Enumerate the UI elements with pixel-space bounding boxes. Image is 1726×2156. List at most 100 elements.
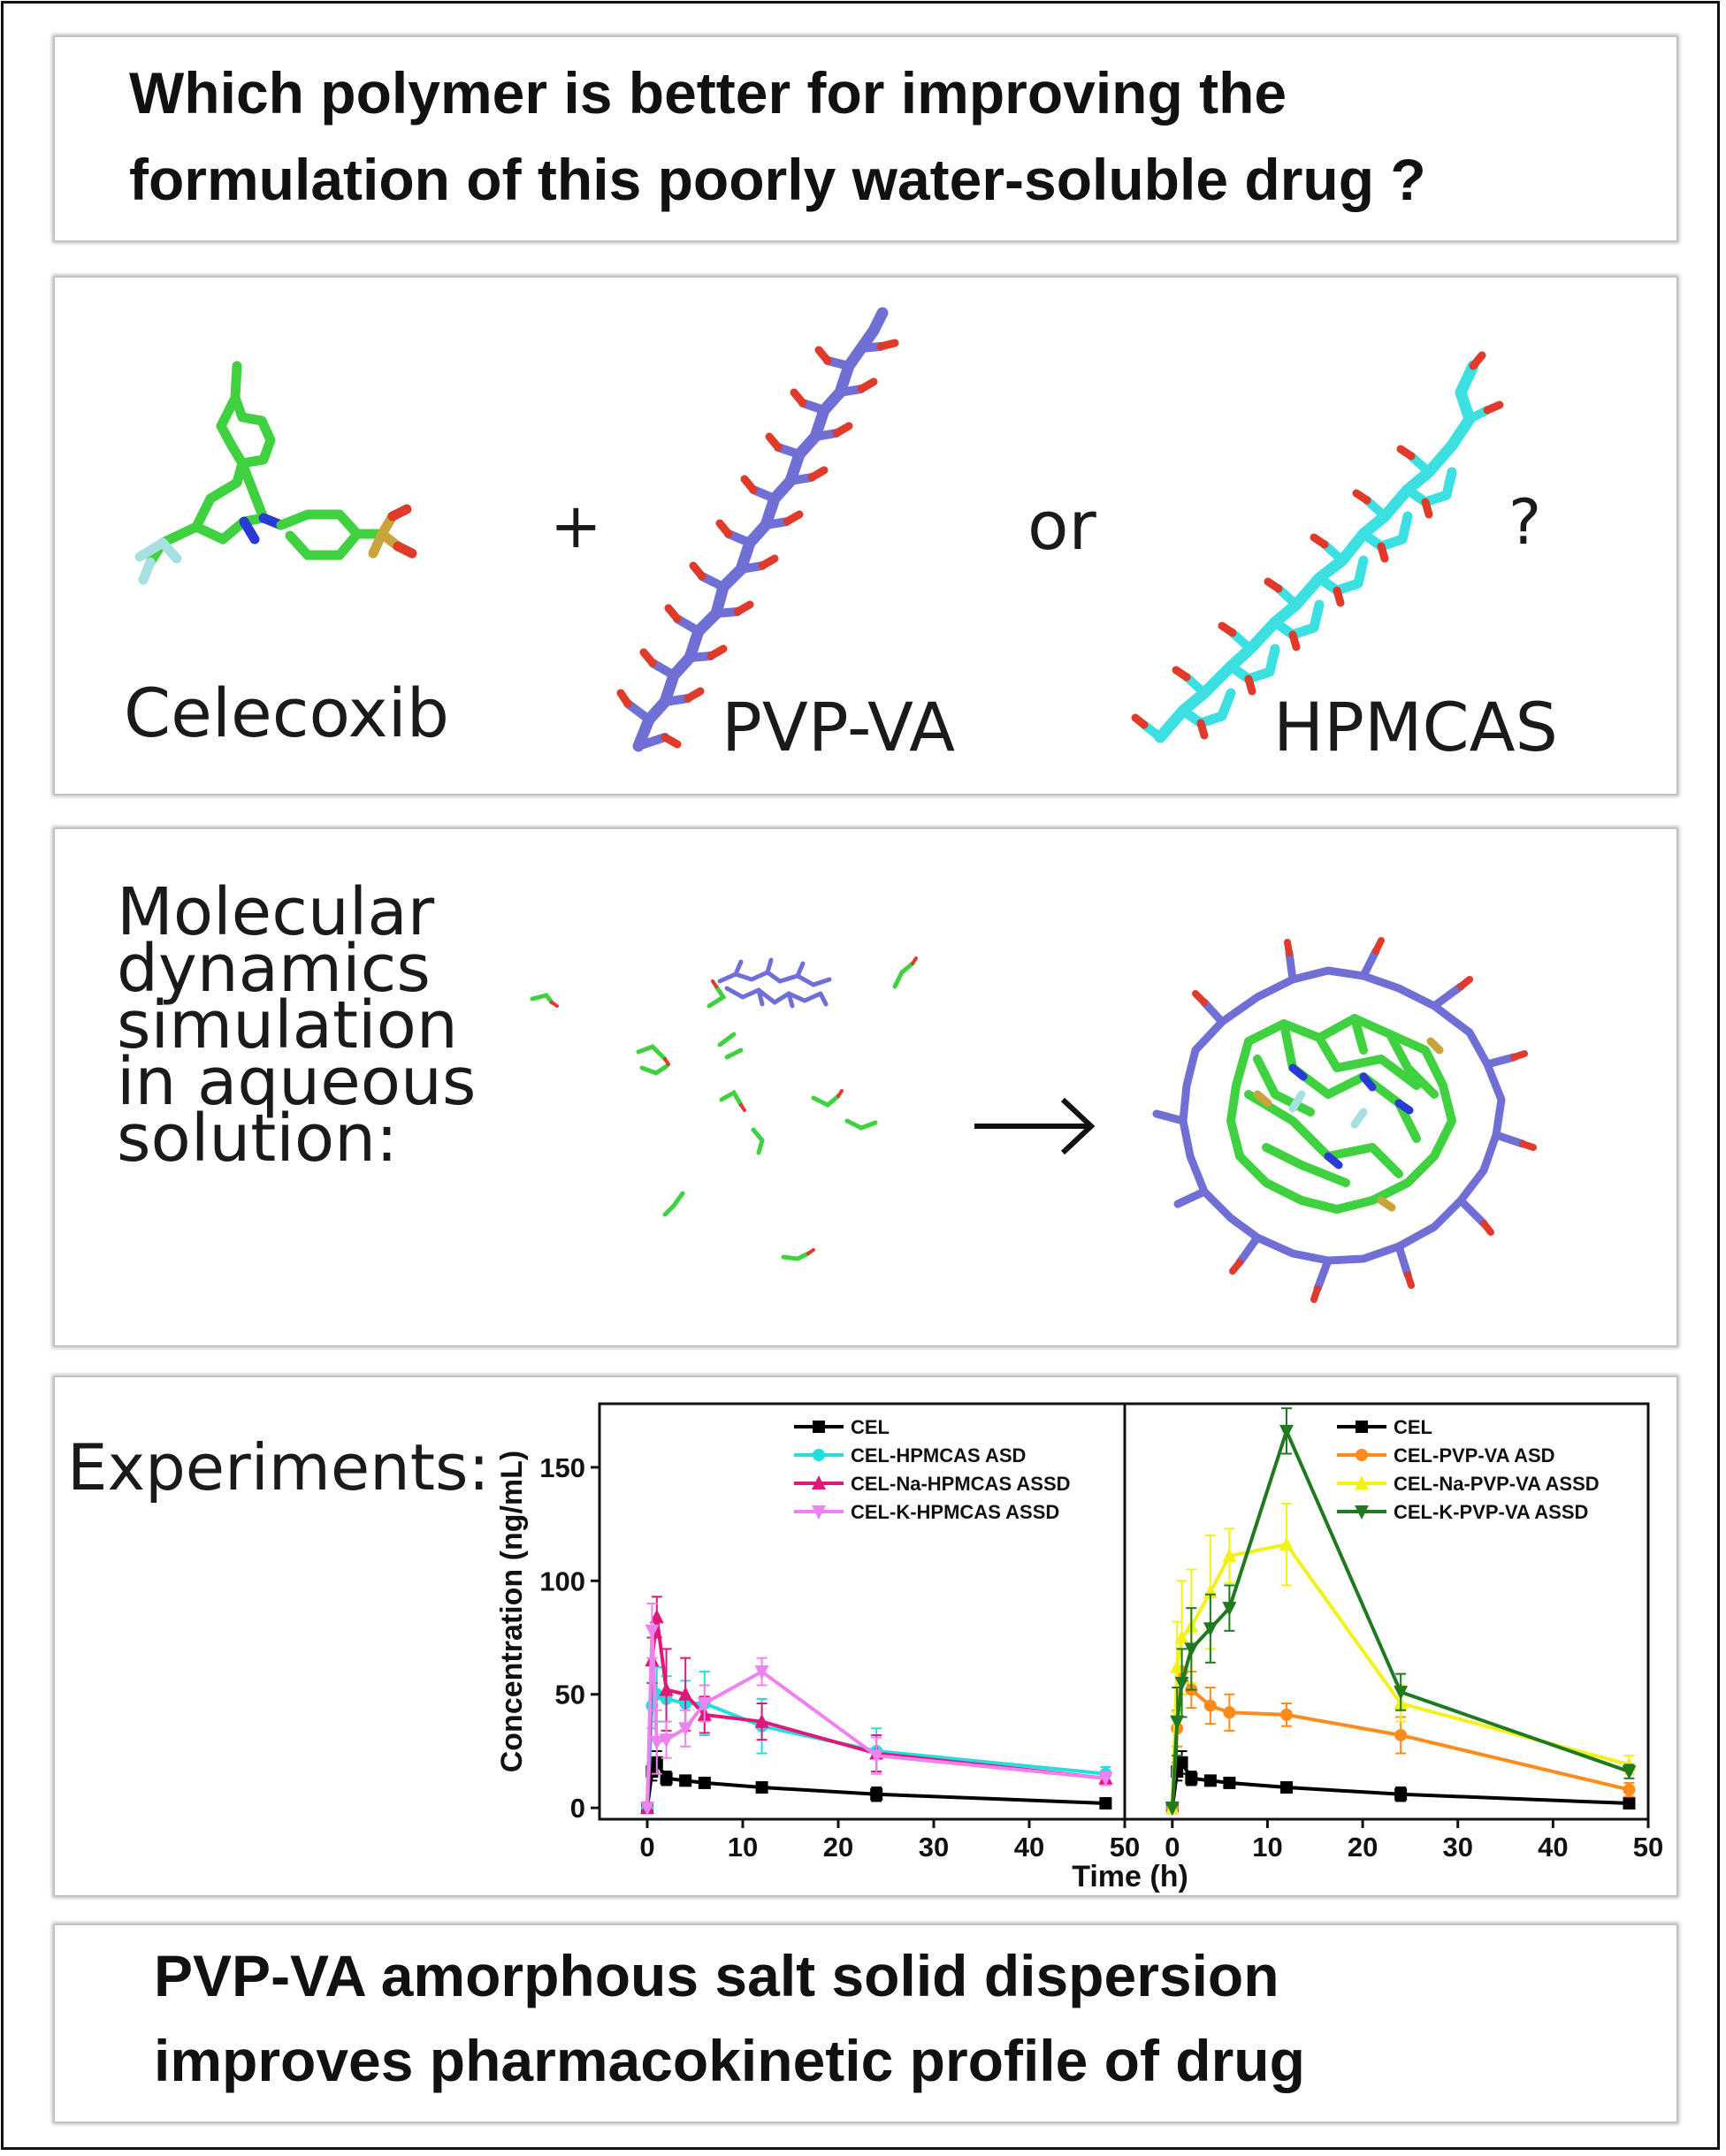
legend-label: CEL-HPMCAS ASD	[851, 1444, 1026, 1467]
legend-label: CEL-Na-PVP-VA ASSD	[1394, 1473, 1600, 1495]
data-point	[754, 1665, 769, 1680]
legend-label: CEL-K-HPMCAS ASSD	[851, 1501, 1059, 1523]
y-tick-label: 100	[539, 1566, 585, 1596]
data-point	[870, 1787, 883, 1801]
md-line-2: dynamics	[117, 931, 431, 1007]
legend-marker	[1356, 1449, 1368, 1461]
series-cel-pvp-va-asd: CEL-PVP-VA ASD	[1165, 1444, 1636, 1815]
data-point	[1099, 1797, 1112, 1810]
x-axis-label: Time (h)	[1072, 1860, 1188, 1893]
md-line-3: simulation	[117, 987, 458, 1063]
legend-label: CEL-PVP-VA ASD	[1394, 1444, 1555, 1467]
data-point	[1623, 1797, 1636, 1810]
legend-label: CEL-Na-HPMCAS ASSD	[851, 1473, 1071, 1495]
question-mark-label: ?	[1508, 486, 1542, 559]
md-snapshots	[530, 937, 1537, 1303]
legend-marker	[1356, 1421, 1368, 1433]
conclusion-line-2: improves pharmacokinetic profile of drug	[154, 2028, 1305, 2093]
series-cel-k-hpmcas-assd: CEL-K-HPMCAS ASSD	[640, 1501, 1113, 1817]
legend-label: CEL	[851, 1416, 890, 1438]
data-point	[1279, 1708, 1293, 1721]
data-point	[645, 1624, 660, 1639]
data-point	[659, 1733, 674, 1748]
data-point	[640, 1802, 654, 1817]
series-line	[645, 1630, 1106, 1809]
data-point	[1623, 1783, 1636, 1796]
pvpva-structure	[616, 307, 899, 752]
data-point	[1279, 1781, 1293, 1794]
legend-marker	[812, 1505, 826, 1520]
x-tick-label: 50	[1633, 1832, 1663, 1863]
data-point	[679, 1774, 692, 1787]
data-point	[697, 1697, 712, 1712]
series-cel-k-pvp-va-assd: CEL-K-PVP-VA ASSD	[1165, 1407, 1637, 1817]
data-point	[1174, 1629, 1189, 1644]
experiments-label: Experiments:	[67, 1430, 490, 1505]
data-point	[1394, 1728, 1408, 1741]
data-point	[1098, 1771, 1113, 1787]
data-point	[1184, 1642, 1199, 1657]
data-point	[755, 1781, 768, 1794]
question-line-1: Which polymer is better for improving th…	[129, 60, 1287, 126]
legend-marker	[1355, 1475, 1369, 1489]
md-initial-state	[530, 956, 918, 1261]
celecoxib-structure	[134, 361, 417, 585]
chart-2: 0 10 20 30 40 50 CEL CEL-PVP-VA ASD CEL-Na-PVP-V…	[1123, 1402, 1663, 1863]
legend-marker	[812, 1475, 826, 1489]
data-point	[1185, 1771, 1198, 1785]
md-line-1: Molecular	[117, 874, 435, 950]
or-label: or	[1027, 486, 1096, 565]
x-tick-label: 20	[823, 1832, 853, 1863]
x-tick-label: 10	[728, 1832, 758, 1863]
md-arrow	[974, 1097, 1096, 1155]
conclusion-panel: PVP-VA amorphous salt solid dispersion i…	[55, 1925, 1676, 2122]
data-point	[1165, 1802, 1180, 1817]
plus-sign: +	[550, 490, 602, 562]
legend-label: CEL	[1394, 1416, 1432, 1438]
md-line-5: solution:	[117, 1101, 398, 1177]
data-point	[1222, 1548, 1237, 1563]
data-point	[678, 1686, 693, 1701]
data-point	[660, 1771, 673, 1785]
data-point	[1222, 1602, 1237, 1617]
molecule-structures	[134, 307, 1504, 752]
y-axis-label: Concentration (ng/mL)	[495, 1451, 529, 1773]
question-panel: Which polymer is better for improving th…	[55, 37, 1676, 240]
conclusion-line-1: PVP-VA amorphous salt solid dispersion	[154, 1943, 1279, 2008]
x-tick-label: 20	[1348, 1832, 1378, 1863]
data-point	[1279, 1424, 1294, 1439]
series-cel-na-pvp-va-assd: CEL-Na-PVP-VA ASSD	[1165, 1473, 1637, 1815]
celecoxib-label: Celecoxib	[124, 674, 449, 752]
y-tick-label: 50	[555, 1680, 585, 1710]
md-panel: Molecular dynamics simulation in aqueous…	[55, 829, 1676, 1345]
data-point	[1175, 1756, 1188, 1769]
hpmcas-label: HPMCAS	[1273, 688, 1558, 766]
data-point	[1394, 1686, 1409, 1701]
x-tick-label: 30	[1442, 1832, 1472, 1863]
x-tick-label: 40	[1538, 1832, 1568, 1863]
molecules-panel: Celecoxib + PVP-VA or HPMCAS ?	[55, 278, 1676, 794]
x-tick-label: 0	[1165, 1832, 1180, 1863]
data-point	[678, 1722, 693, 1737]
pvpva-label: PVP-VA	[722, 688, 956, 766]
series-cel: CEL	[1165, 1416, 1636, 1815]
data-point	[1170, 1658, 1185, 1673]
data-point	[649, 1735, 664, 1750]
data-point	[1223, 1706, 1236, 1719]
x-tick-label: 50	[1110, 1832, 1140, 1863]
legend-marker	[813, 1449, 825, 1461]
series-cel: CEL	[641, 1416, 1112, 1815]
data-point	[659, 1681, 674, 1696]
data-point	[1622, 1765, 1637, 1780]
md-description: Molecular dynamics simulation in aqueous…	[117, 874, 476, 1177]
data-point	[1203, 1622, 1218, 1637]
series-line	[645, 1617, 1106, 1809]
legend-label: CEL-K-PVP-VA ASSD	[1394, 1501, 1588, 1523]
plot-frame	[1123, 1402, 1650, 1821]
y-tick-label: 0	[570, 1793, 585, 1824]
x-tick-label: 30	[919, 1832, 949, 1863]
data-point	[754, 1713, 769, 1728]
question-line-2: formulation of this poorly water-soluble…	[129, 147, 1426, 212]
